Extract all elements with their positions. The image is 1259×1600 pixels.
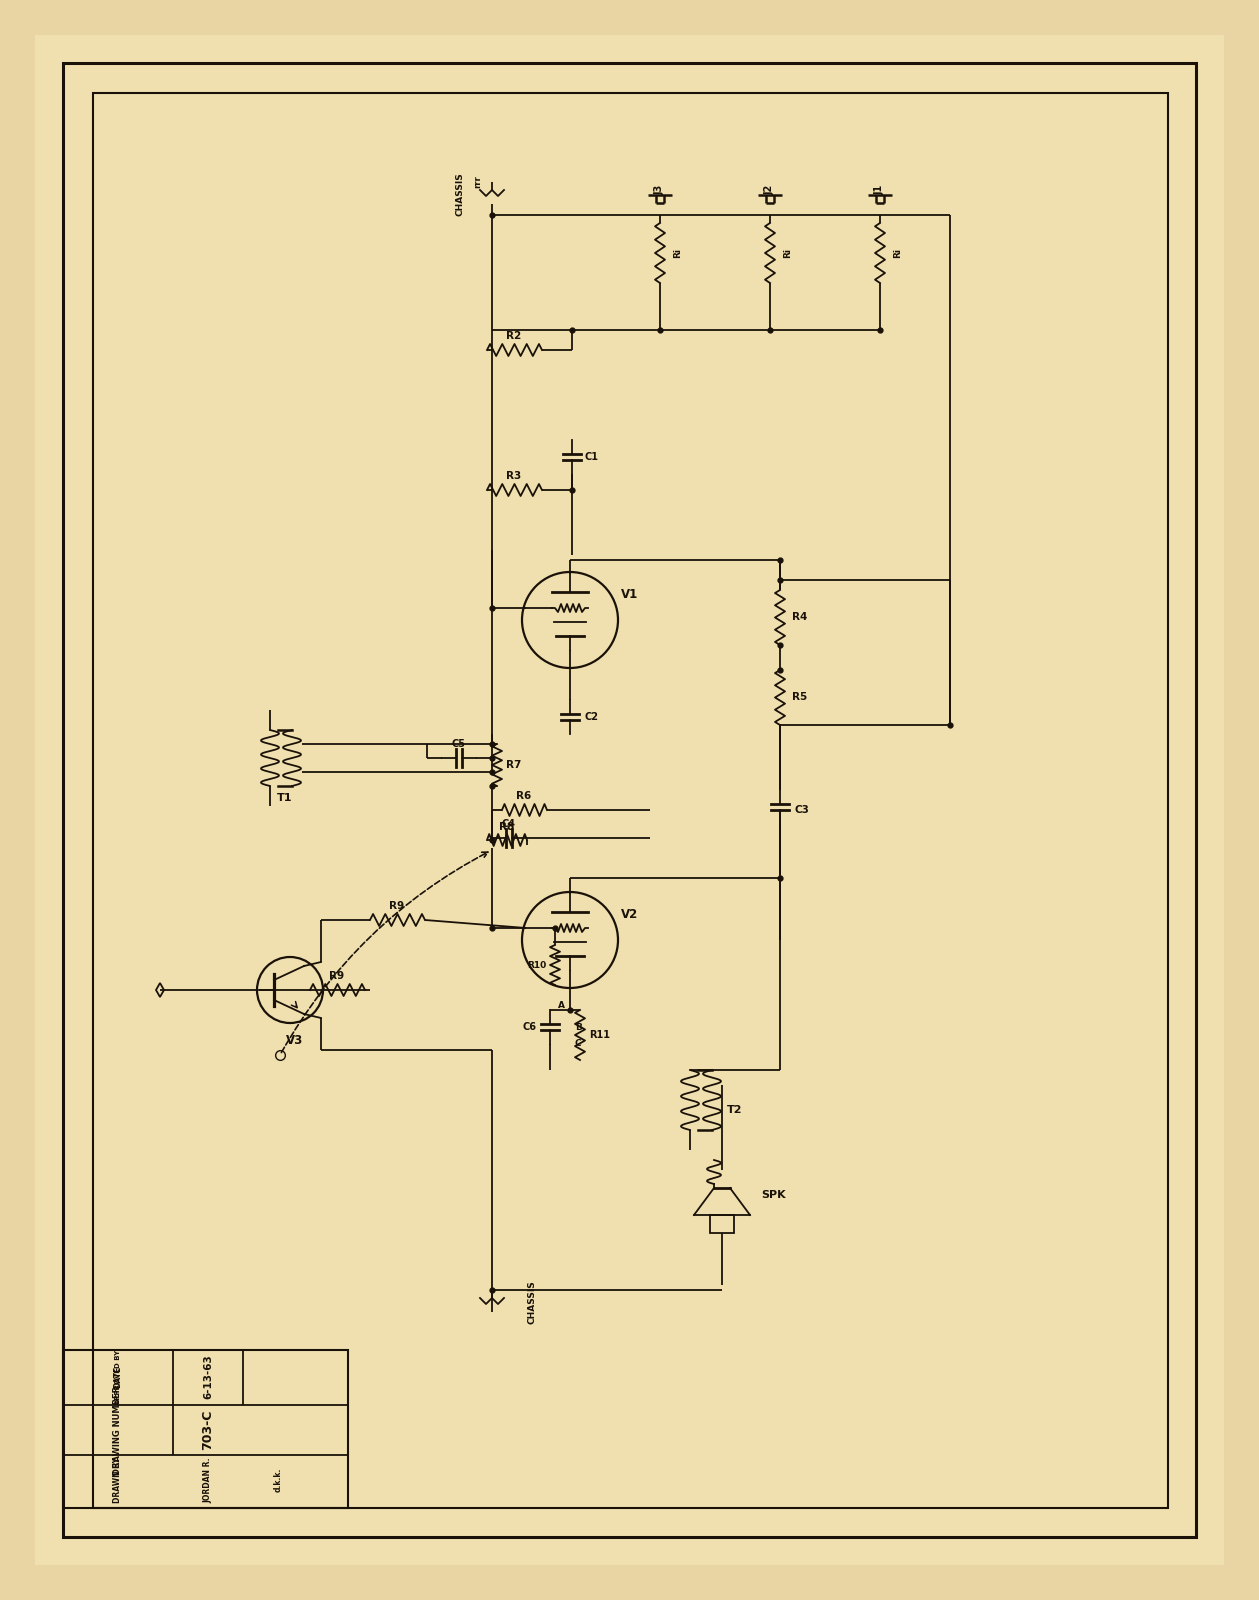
- Text: Ri: Ri: [783, 248, 792, 258]
- Bar: [63, 1350, 347, 1507]
- Text: J1: J1: [875, 186, 885, 195]
- Text: V1: V1: [622, 589, 638, 602]
- Text: d.k.k.: d.k.k.: [273, 1467, 282, 1493]
- Text: R3: R3: [506, 470, 521, 482]
- Text: C5: C5: [452, 739, 466, 749]
- Text: C4: C4: [502, 819, 516, 829]
- Text: DATE: DATE: [113, 1366, 122, 1389]
- Text: 6-13-63: 6-13-63: [203, 1355, 213, 1400]
- Text: C: C: [575, 1040, 582, 1048]
- Text: 703-C: 703-C: [201, 1410, 214, 1450]
- Text: rrr: rrr: [473, 176, 482, 189]
- Text: DRAWN BY: DRAWN BY: [113, 1458, 122, 1502]
- Text: A: A: [558, 1000, 565, 1010]
- Text: R8: R8: [500, 822, 515, 832]
- Text: V3: V3: [286, 1034, 303, 1046]
- Bar: [63, 62, 1196, 1538]
- Text: R4: R4: [792, 611, 808, 622]
- Text: R2: R2: [506, 331, 521, 341]
- Text: C1: C1: [585, 451, 599, 462]
- Text: CHASSIS: CHASSIS: [528, 1280, 536, 1323]
- Text: R9: R9: [389, 901, 404, 910]
- Text: J3: J3: [655, 186, 665, 195]
- Text: B: B: [575, 1022, 582, 1032]
- Text: R9: R9: [330, 971, 345, 981]
- Text: APPROVED BY: APPROVED BY: [115, 1349, 121, 1405]
- Text: JORDAN R.: JORDAN R.: [204, 1458, 213, 1502]
- Text: R7: R7: [506, 760, 521, 770]
- Text: R5: R5: [792, 691, 807, 702]
- Bar: [93, 93, 1168, 1507]
- Text: Ri: Ri: [674, 248, 682, 258]
- Text: T1: T1: [277, 794, 293, 803]
- Text: C2: C2: [585, 712, 599, 722]
- Text: R10: R10: [528, 960, 546, 970]
- Text: R6: R6: [516, 790, 531, 802]
- Text: T2: T2: [728, 1106, 743, 1115]
- Bar: [710, 1214, 734, 1234]
- Text: C3: C3: [794, 805, 810, 814]
- Text: Ri: Ri: [894, 248, 903, 258]
- Text: DRAWING NUMBER: DRAWING NUMBER: [113, 1386, 122, 1475]
- Text: C6: C6: [522, 1022, 538, 1032]
- Text: CHASSIS: CHASSIS: [456, 173, 465, 216]
- Text: V2: V2: [622, 909, 638, 922]
- Text: R11: R11: [589, 1030, 611, 1040]
- Text: SPK: SPK: [762, 1190, 787, 1200]
- Text: J2: J2: [765, 186, 776, 195]
